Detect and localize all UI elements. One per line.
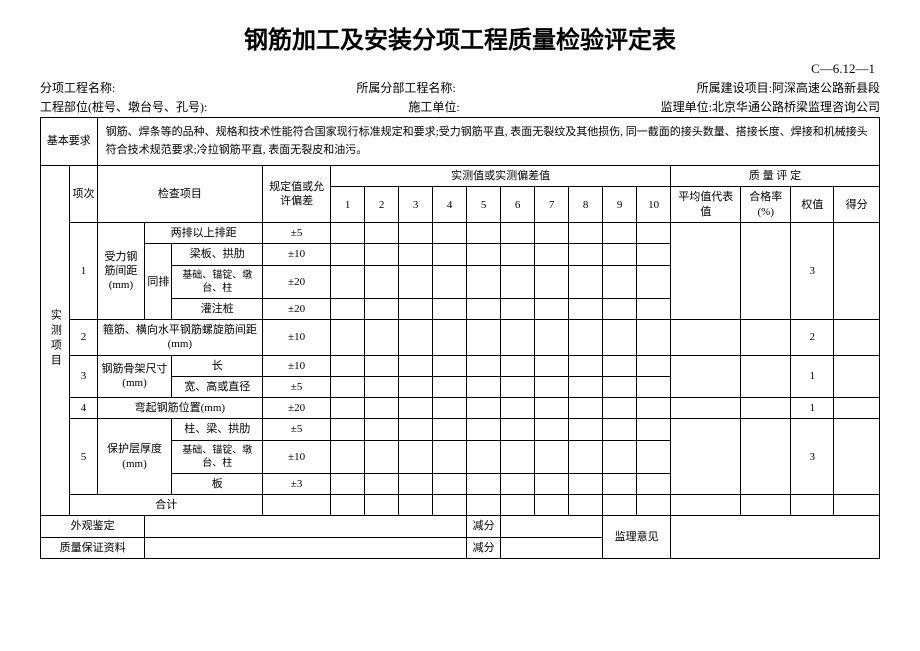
col-xiang: 项次 [70,166,97,223]
r3a-tol: ±10 [263,355,331,376]
appearance-label: 外观鉴定 [41,516,145,537]
total-label: 合计 [70,495,263,516]
n1: 1 [331,187,365,223]
r2-num: 2 [70,319,97,355]
r4-weight: 1 [791,398,834,419]
r1b-tol: ±10 [263,244,331,265]
n7: 7 [535,187,569,223]
r4-num: 4 [70,398,97,419]
n2: 2 [365,187,399,223]
n6: 6 [501,187,535,223]
r1c-tol: ±20 [263,265,331,298]
col-qual: 质 量 评 定 [671,166,880,187]
row-3a: 3 钢筋骨架尺寸(mm) 长 ±10 1 [41,355,880,376]
r1-label: 受力钢筋间距(mm) [97,223,145,320]
main-table: 基本要求 钢筋、焊条等的品种、规格和技术性能符合国家现行标准规定和要求;受力钢筋… [40,117,880,559]
col-score: 得分 [834,187,880,223]
r1b-item: 梁板、拱肋 [172,244,263,265]
r4-tol: ±20 [263,398,331,419]
r1a-tol: ±5 [263,223,331,244]
r1-weight: 3 [791,223,834,320]
row-total: 合计 [41,495,880,516]
n9: 9 [603,187,637,223]
r2-item: 箍筋、横向水平钢筋螺旋筋间距(mm) [97,319,262,355]
h1-left: 分项工程名称: [40,79,115,96]
col-weight: 权值 [791,187,834,223]
r5-weight: 3 [791,419,834,495]
col-meas: 实测值或实测偏差值 [331,166,671,187]
row-4: 4 弯起钢筋位置(mm) ±20 1 [41,398,880,419]
opinion-label: 监理意见 [603,516,671,559]
r3a-item: 长 [172,355,263,376]
r3-label: 钢筋骨架尺寸(mm) [97,355,172,398]
row-appearance: 外观鉴定 减分 监理意见 [41,516,880,537]
r5a-tol: ±5 [263,419,331,440]
r5a-item: 柱、梁、拱肋 [172,419,263,440]
r3-num: 3 [70,355,97,398]
row-5a: 5 保护层厚度(mm) 柱、梁、拱肋 ±5 3 [41,419,880,440]
r5c-item: 板 [172,473,263,494]
deduct-2: 减分 [467,537,501,558]
r1d-tol: ±20 [263,298,331,319]
col-tol: 规定值或允许偏差 [263,166,331,223]
r1c-item: 基础、锚锭、墩台、柱 [172,265,263,298]
n4: 4 [433,187,467,223]
form-code: C—6.12—1 [40,61,880,77]
h1-center: 所属分部工程名称: [356,79,455,96]
r2-weight: 2 [791,319,834,355]
deduct-1: 减分 [467,516,501,537]
n3: 3 [399,187,433,223]
page-title: 钢筋加工及安装分项工程质量检验评定表 [40,20,880,55]
basic-req-text: 钢筋、焊条等的品种、规格和技术性能符合国家现行标准规定和要求;受力钢筋平直, 表… [97,118,879,166]
r5b-item: 基础、锚锭、墩台、柱 [172,440,263,473]
n8: 8 [569,187,603,223]
h2-right: 监理单位:北京华通公路桥梁监理咨询公司 [661,98,880,115]
row-1a: 1 受力钢筋间距(mm) 两排以上排距 ±5 3 [41,223,880,244]
r3-weight: 1 [791,355,834,398]
r3b-item: 宽、高或直径 [172,376,263,397]
r2-tol: ±10 [263,319,331,355]
n10: 10 [637,187,671,223]
header-row-a: 实测项目 项次 检查项目 规定值或允许偏差 实测值或实测偏差值 质 量 评 定 [41,166,880,187]
r1b-group: 同排 [145,244,172,320]
col-avg: 平均值代表值 [671,187,741,223]
r1a-item: 两排以上排距 [145,223,263,244]
r5-num: 5 [70,419,97,495]
qa-label: 质量保证资料 [41,537,145,558]
header-row-2: 工程部位(桩号、墩台号、孔号): 施工单位: 监理单位:北京华通公路桥梁监理咨询… [40,98,880,115]
n5: 5 [467,187,501,223]
r5b-tol: ±10 [263,440,331,473]
side-label: 实测项目 [41,166,70,516]
header-row-1: 分项工程名称: 所属分部工程名称: 所属建设项目:阿深高速公路新县段 [40,79,880,96]
h2-left: 工程部位(桩号、墩台号、孔号): [40,98,207,115]
col-rate: 合格率(%) [741,187,791,223]
row-2: 2 箍筋、横向水平钢筋螺旋筋间距(mm) ±10 2 [41,319,880,355]
r4-item: 弯起钢筋位置(mm) [97,398,262,419]
r5c-tol: ±3 [263,473,331,494]
h1-right: 所属建设项目:阿深高速公路新县段 [697,79,880,96]
r1-num: 1 [70,223,97,320]
r3b-tol: ±5 [263,376,331,397]
h2-center: 施工单位: [408,98,459,115]
col-check: 检查项目 [97,166,262,223]
basic-req-label: 基本要求 [41,118,98,166]
basic-req-row: 基本要求 钢筋、焊条等的品种、规格和技术性能符合国家现行标准规定和要求;受力钢筋… [41,118,880,166]
r5-label: 保护层厚度(mm) [97,419,172,495]
r1d-item: 灌注桩 [172,298,263,319]
